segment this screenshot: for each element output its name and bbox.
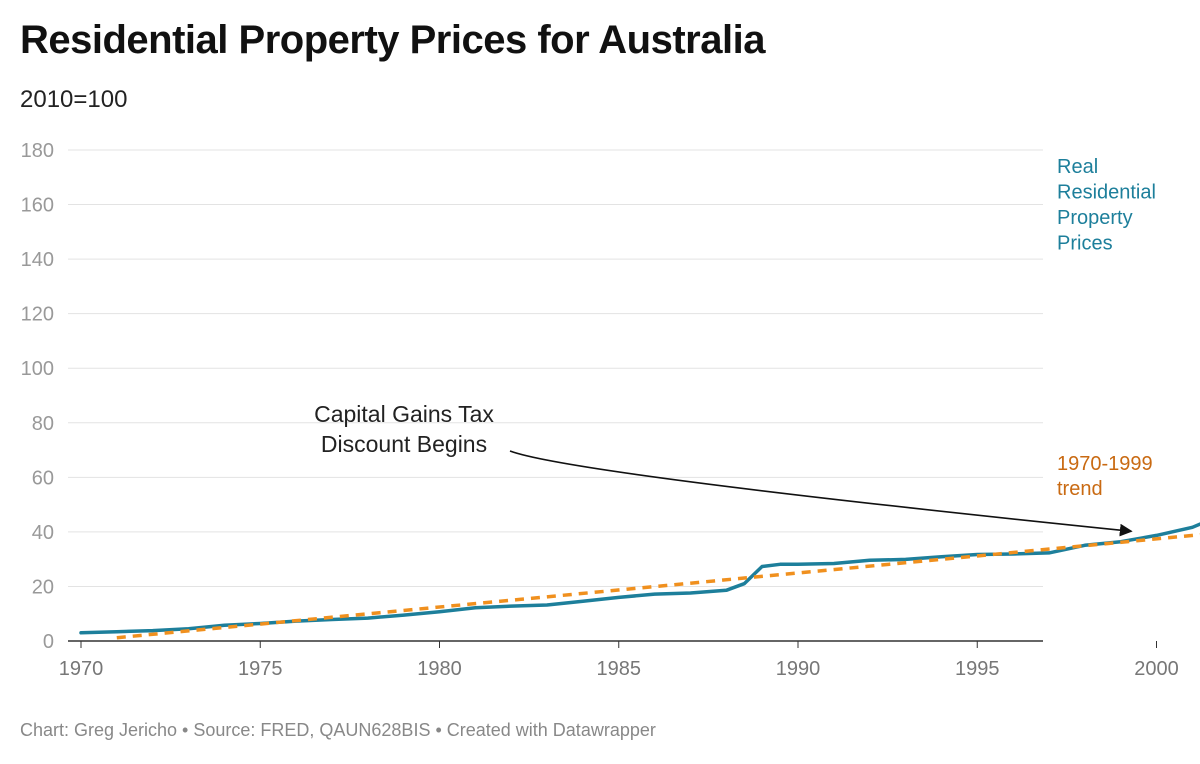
annotations: Capital Gains Tax Discount Begins <box>314 401 1133 537</box>
annotation-line: Discount Begins <box>321 431 487 457</box>
series-labels: Real Residential Property Prices 1970-1999 tr… <box>1057 156 1156 500</box>
series-label-line: Property <box>1057 207 1133 229</box>
series-label-line: 1970-1999 <box>1057 453 1153 475</box>
x-tick-label-1970: 1970 <box>59 658 104 680</box>
series-label-trend: 1970-1999 trend <box>1057 453 1153 500</box>
series-label-line: trend <box>1057 478 1103 500</box>
y-tick-label-80: 80 <box>32 413 54 435</box>
x-tick-label-1985: 1985 <box>597 658 642 680</box>
y-tick-label-60: 60 <box>32 467 54 489</box>
series-lines <box>79 522 1200 640</box>
y-tick-label-180: 180 <box>21 140 54 162</box>
series-label-line: Prices <box>1057 233 1113 255</box>
y-tick-label-160: 160 <box>21 195 54 217</box>
x-tick-label-1990: 1990 <box>776 658 821 680</box>
price-series-line <box>79 522 1200 635</box>
y-tick-label-120: 120 <box>21 304 54 326</box>
chart-subtitle: 2010=100 <box>20 86 128 113</box>
y-tick-label-20: 20 <box>32 576 54 598</box>
annotation-arrow <box>509 450 1133 537</box>
annotation-line: Capital Gains Tax <box>314 401 494 427</box>
x-tick-label-2000: 2000 <box>1134 658 1179 680</box>
y-tick-label-100: 100 <box>21 358 54 380</box>
gridlines <box>68 149 1043 587</box>
annotation-cgt-discount: Capital Gains Tax Discount Begins <box>314 401 494 457</box>
axes: 0 20 40 60 80 100 120 140 160 180 1970 1975 1980 1985… <box>21 140 1179 680</box>
trend-line <box>116 532 1200 640</box>
x-tick-label-1975: 1975 <box>238 658 283 680</box>
chart-credit: Chart: Greg Jericho • Source: FRED, QAUN… <box>20 720 656 740</box>
x-tick-label-1995: 1995 <box>955 658 1000 680</box>
y-tick-label-40: 40 <box>32 522 54 544</box>
y-tick-label-0: 0 <box>43 631 54 653</box>
y-tick-label-140: 140 <box>21 249 54 271</box>
chart-title: Residential Property Prices for Australi… <box>20 18 765 62</box>
x-tick-label-1980: 1980 <box>417 658 462 680</box>
series-label-real-prices: Real Residential Property Prices <box>1057 156 1156 255</box>
series-label-line: Residential <box>1057 182 1156 204</box>
series-label-line: Real <box>1057 156 1098 178</box>
